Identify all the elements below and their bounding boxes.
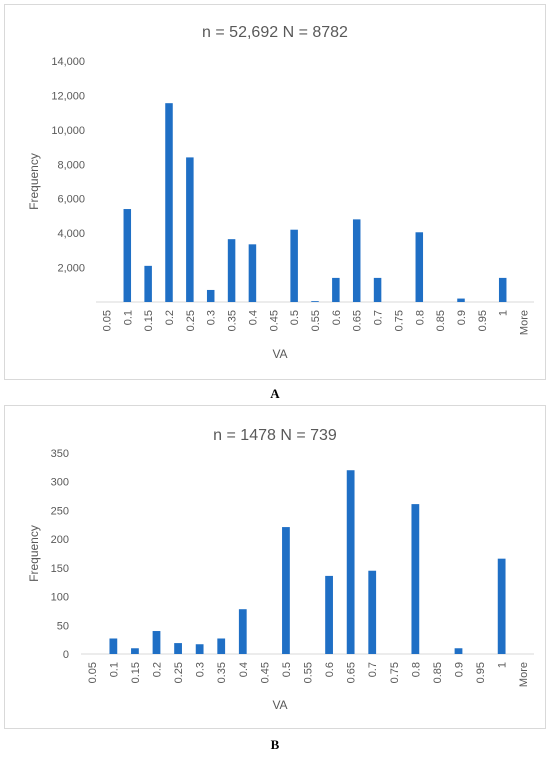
x-tick-label: 0.8	[414, 310, 426, 325]
bar	[325, 575, 333, 654]
x-tick-label: 0.4	[238, 662, 250, 677]
x-tick-label: 0.8	[410, 662, 422, 677]
x-tick-label: 0.75	[393, 310, 405, 331]
x-tick-label: 0.15	[130, 662, 142, 683]
bar	[123, 209, 132, 302]
x-tick-label: 0.9	[456, 310, 468, 325]
x-tick-label: 0.75	[389, 662, 401, 683]
bar	[165, 103, 173, 303]
x-tick-label: 0.6	[324, 662, 336, 677]
bar	[206, 289, 215, 302]
chart-title: n = 52,692 N = 8782	[202, 24, 348, 41]
bar	[332, 277, 340, 302]
y-tick-label: 10,000	[51, 125, 85, 137]
x-tick-label: 0.05	[101, 310, 113, 331]
x-tick-label: 0.45	[268, 310, 280, 331]
bar	[368, 570, 377, 654]
bar	[498, 277, 507, 302]
y-axis-label: Frequency	[27, 153, 41, 210]
y-tick-label: 14,000	[51, 56, 85, 68]
x-tick-label: More	[519, 310, 531, 335]
bar	[152, 631, 161, 654]
bar	[131, 648, 139, 654]
bar	[217, 638, 226, 654]
y-tick-label: 100	[51, 592, 69, 604]
x-tick-label: 0.15	[143, 310, 155, 331]
chart-b-svg: n = 1478 N = 739 0 50 100 150 200 250 300 350 0.0…	[27, 427, 534, 712]
x-axis-label: VA	[272, 347, 287, 361]
x-tick-label: 0.25	[173, 662, 185, 683]
x-tick-label: 0.95	[475, 662, 487, 683]
x-tick-label: 0.2	[152, 662, 164, 677]
x-tick-label: 0.9	[454, 662, 466, 677]
bar	[373, 277, 382, 302]
x-axis-label: VA	[272, 698, 287, 712]
bar	[346, 470, 355, 654]
x-tick-label: 0.7	[367, 662, 379, 677]
x-tick-label: 0.65	[346, 662, 358, 683]
chart-panel-a: n = 52,692 N = 8782 2,000 4,000 6,000 8,000 1…	[4, 4, 546, 380]
y-tick-label: 12,000	[51, 90, 85, 102]
y-tick-label: 0	[63, 649, 69, 661]
bar	[411, 504, 420, 654]
x-tick-label: 0.65	[352, 310, 364, 331]
y-tick-label: 50	[57, 620, 69, 632]
x-tick-label: 0.85	[435, 310, 447, 331]
bar	[282, 527, 290, 654]
bar	[144, 265, 152, 302]
y-tick-label: 250	[51, 505, 69, 517]
x-tick-label: 0.2	[164, 310, 176, 325]
bar	[238, 609, 247, 654]
bar	[454, 648, 463, 654]
bar	[186, 157, 194, 302]
y-tick-label: 6,000	[57, 194, 85, 206]
bar	[227, 239, 236, 302]
x-tick-label: 0.05	[87, 662, 99, 683]
x-tick-label: 0.35	[216, 662, 228, 683]
x-tick-label: 0.5	[289, 310, 301, 325]
y-tick-label: 4,000	[57, 228, 85, 240]
x-tick-label: 1	[497, 662, 509, 668]
y-tick-label: 300	[51, 477, 69, 489]
y-tick-label: 2,000	[57, 263, 85, 275]
bar	[290, 229, 298, 302]
bar	[311, 301, 319, 302]
x-tick-label: 0.45	[259, 662, 271, 683]
x-tick-label: 0.3	[195, 662, 207, 677]
x-tick-label: 0.5	[281, 662, 293, 677]
panel-label-a: A	[270, 386, 280, 401]
x-tick-label: 0.55	[303, 662, 315, 683]
chart-title: n = 1478 N = 739	[213, 427, 337, 444]
bar	[457, 298, 465, 302]
bar	[497, 558, 506, 654]
x-tick-label: 0.1	[122, 310, 134, 325]
panel-label-b: B	[270, 737, 280, 752]
bar	[109, 638, 118, 654]
x-tick-label: 0.25	[185, 310, 197, 331]
x-tick-label: 1	[498, 310, 510, 316]
x-tick-label: 0.55	[310, 310, 322, 331]
chart-a-svg: n = 52,692 N = 8782 2,000 4,000 6,000 8,000 1…	[27, 24, 534, 361]
y-tick-label: 200	[51, 534, 69, 546]
bar	[415, 232, 424, 302]
x-tick-label: More	[518, 662, 530, 687]
bar	[195, 644, 204, 654]
bar	[248, 244, 257, 302]
x-tick-label: 0.3	[206, 310, 218, 325]
chart-panel-b: n = 1478 N = 739 0 50 100 150 200 250 300 350 0.0…	[4, 405, 546, 729]
x-tick-label: 0.35	[227, 310, 239, 331]
x-tick-label: 0.1	[108, 662, 120, 677]
x-tick-label: 0.6	[331, 310, 343, 325]
bar	[352, 219, 361, 302]
y-tick-label: 150	[51, 563, 69, 575]
y-tick-label: 8,000	[57, 159, 85, 171]
x-tick-label: 0.85	[432, 662, 444, 683]
y-tick-label: 350	[51, 448, 69, 460]
x-tick-label: 0.95	[477, 310, 489, 331]
y-axis-label: Frequency	[27, 525, 41, 582]
bar	[174, 643, 182, 654]
x-tick-label: 0.4	[247, 310, 259, 325]
x-tick-label: 0.7	[373, 310, 385, 325]
